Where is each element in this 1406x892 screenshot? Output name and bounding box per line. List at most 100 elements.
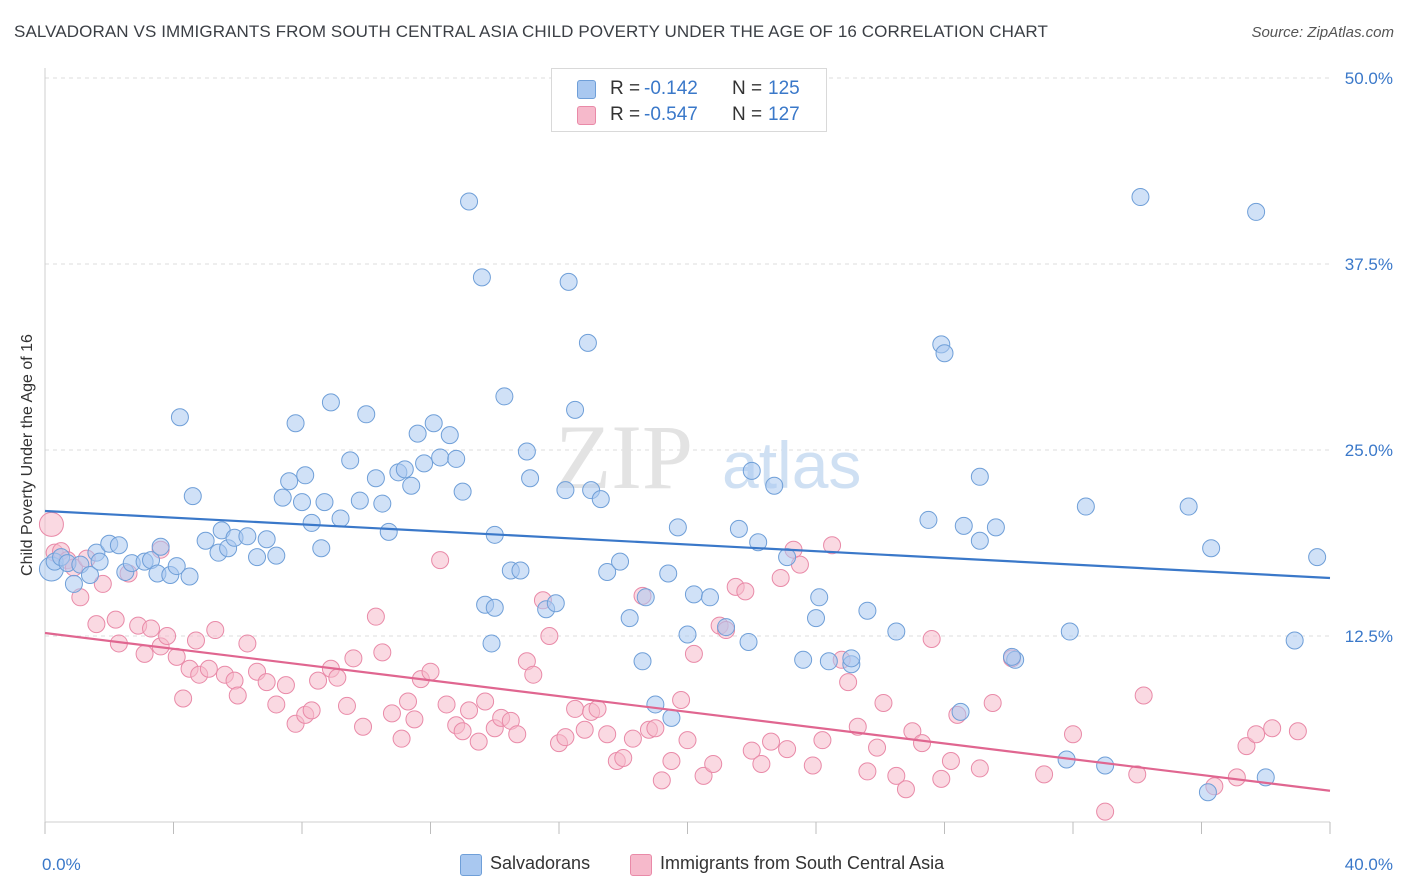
point-salvadorans [807,609,825,628]
point-immigrants [225,671,244,690]
point-immigrants [1237,737,1256,756]
point-immigrants [106,610,125,629]
point-immigrants [38,511,64,537]
point-salvadorans [431,448,450,467]
point-salvadorans [951,702,970,721]
bottom-legend-swatch-blue [460,854,482,876]
point-salvadorans [267,546,286,565]
point-immigrants [839,673,858,692]
point-immigrants [1096,802,1115,821]
point-salvadorans [646,695,665,714]
point-salvadorans [415,454,434,473]
point-salvadorans [620,609,639,628]
point-immigrants [684,644,703,663]
point-salvadorans [546,594,565,613]
point-salvadorans [511,561,530,580]
watermark: ZIP atlas [555,406,861,508]
point-immigrants [524,665,543,684]
point-salvadorans [350,491,369,510]
point-immigrants [1035,765,1054,784]
point-immigrants [1064,725,1082,744]
point-immigrants [93,574,112,593]
legend-n-label: N = [732,104,763,125]
point-salvadorans [919,510,938,529]
point-immigrants [874,693,893,712]
series-immigrants-points [38,511,1307,821]
point-immigrants [678,731,697,750]
point-salvadorans [453,482,472,501]
point-immigrants [431,551,450,570]
point-salvadorans [668,518,687,537]
x-tick-label: 0.0% [42,855,81,874]
point-salvadorans [373,494,392,513]
point-immigrants [868,738,887,757]
point-immigrants [540,627,559,645]
trend-line-immigrants [44,631,1331,792]
point-salvadorans [578,333,597,352]
point-salvadorans [636,588,655,607]
bottom-legend-label: Immigrants from South Central Asia [660,853,945,873]
point-immigrants [186,631,205,650]
point-immigrants [344,649,363,668]
point-salvadorans [749,533,768,552]
legend-r-label: R = [610,78,641,99]
point-salvadorans [196,531,215,550]
point-salvadorans [170,408,189,427]
point-immigrants [508,725,527,744]
point-salvadorans [739,632,758,651]
point-immigrants [970,759,989,778]
point-immigrants [199,659,218,678]
point-salvadorans [238,527,257,546]
point-immigrants [762,732,781,751]
x-tick-label: 40.0% [1345,855,1393,874]
legend-swatch-pink [577,106,596,125]
point-salvadorans [482,634,501,653]
point-salvadorans [495,387,514,406]
point-salvadorans [366,469,385,488]
y-axis-label: Child Poverty Under the Age of 16 [19,334,36,576]
point-immigrants [1128,765,1147,784]
trend-lines [44,509,1331,792]
point-salvadorans [887,622,906,641]
point-salvadorans [440,426,459,445]
point-immigrants [623,729,642,748]
point-immigrants [382,704,401,723]
point-salvadorans [794,650,813,669]
point-salvadorans [954,516,973,535]
point-salvadorans [402,476,421,495]
point-immigrants [337,696,356,715]
source-note: Source: ZipAtlas.com [1251,24,1394,41]
watermark-zip: ZIP [555,406,693,508]
watermark-atlas: atlas [722,428,861,502]
point-salvadorans [858,601,877,620]
point-salvadorans [611,552,630,571]
point-salvadorans [970,531,989,550]
point-salvadorans [1179,497,1198,516]
point-immigrants [771,568,790,587]
point-immigrants [704,754,723,773]
point-immigrants [778,740,797,759]
point-immigrants [803,756,822,775]
point-immigrants [238,634,257,653]
point-salvadorans [167,557,186,576]
point-immigrants [896,780,915,799]
point-immigrants [206,621,225,640]
legend-row-immigrants: R = -0.547 N = 127 [552,104,826,128]
legend-r-value: -0.547 [644,104,698,125]
point-salvadorans [1131,188,1150,207]
point-immigrants [257,673,276,692]
tick-labels: 12.5% 25.0% 37.5% 50.0% 0.0% 40.0% [42,69,1393,874]
point-salvadorans [678,625,697,644]
point-immigrants [1247,725,1266,744]
legend-n-label: N = [732,78,763,99]
point-immigrants [460,701,479,720]
y-tick-label: 25.0% [1345,441,1393,460]
point-salvadorans [1076,497,1095,516]
point-salvadorans [379,522,398,541]
point-salvadorans [1247,202,1266,221]
point-immigrants [922,629,941,648]
point-salvadorans [280,472,299,491]
point-immigrants [575,720,594,739]
point-immigrants [614,749,633,768]
